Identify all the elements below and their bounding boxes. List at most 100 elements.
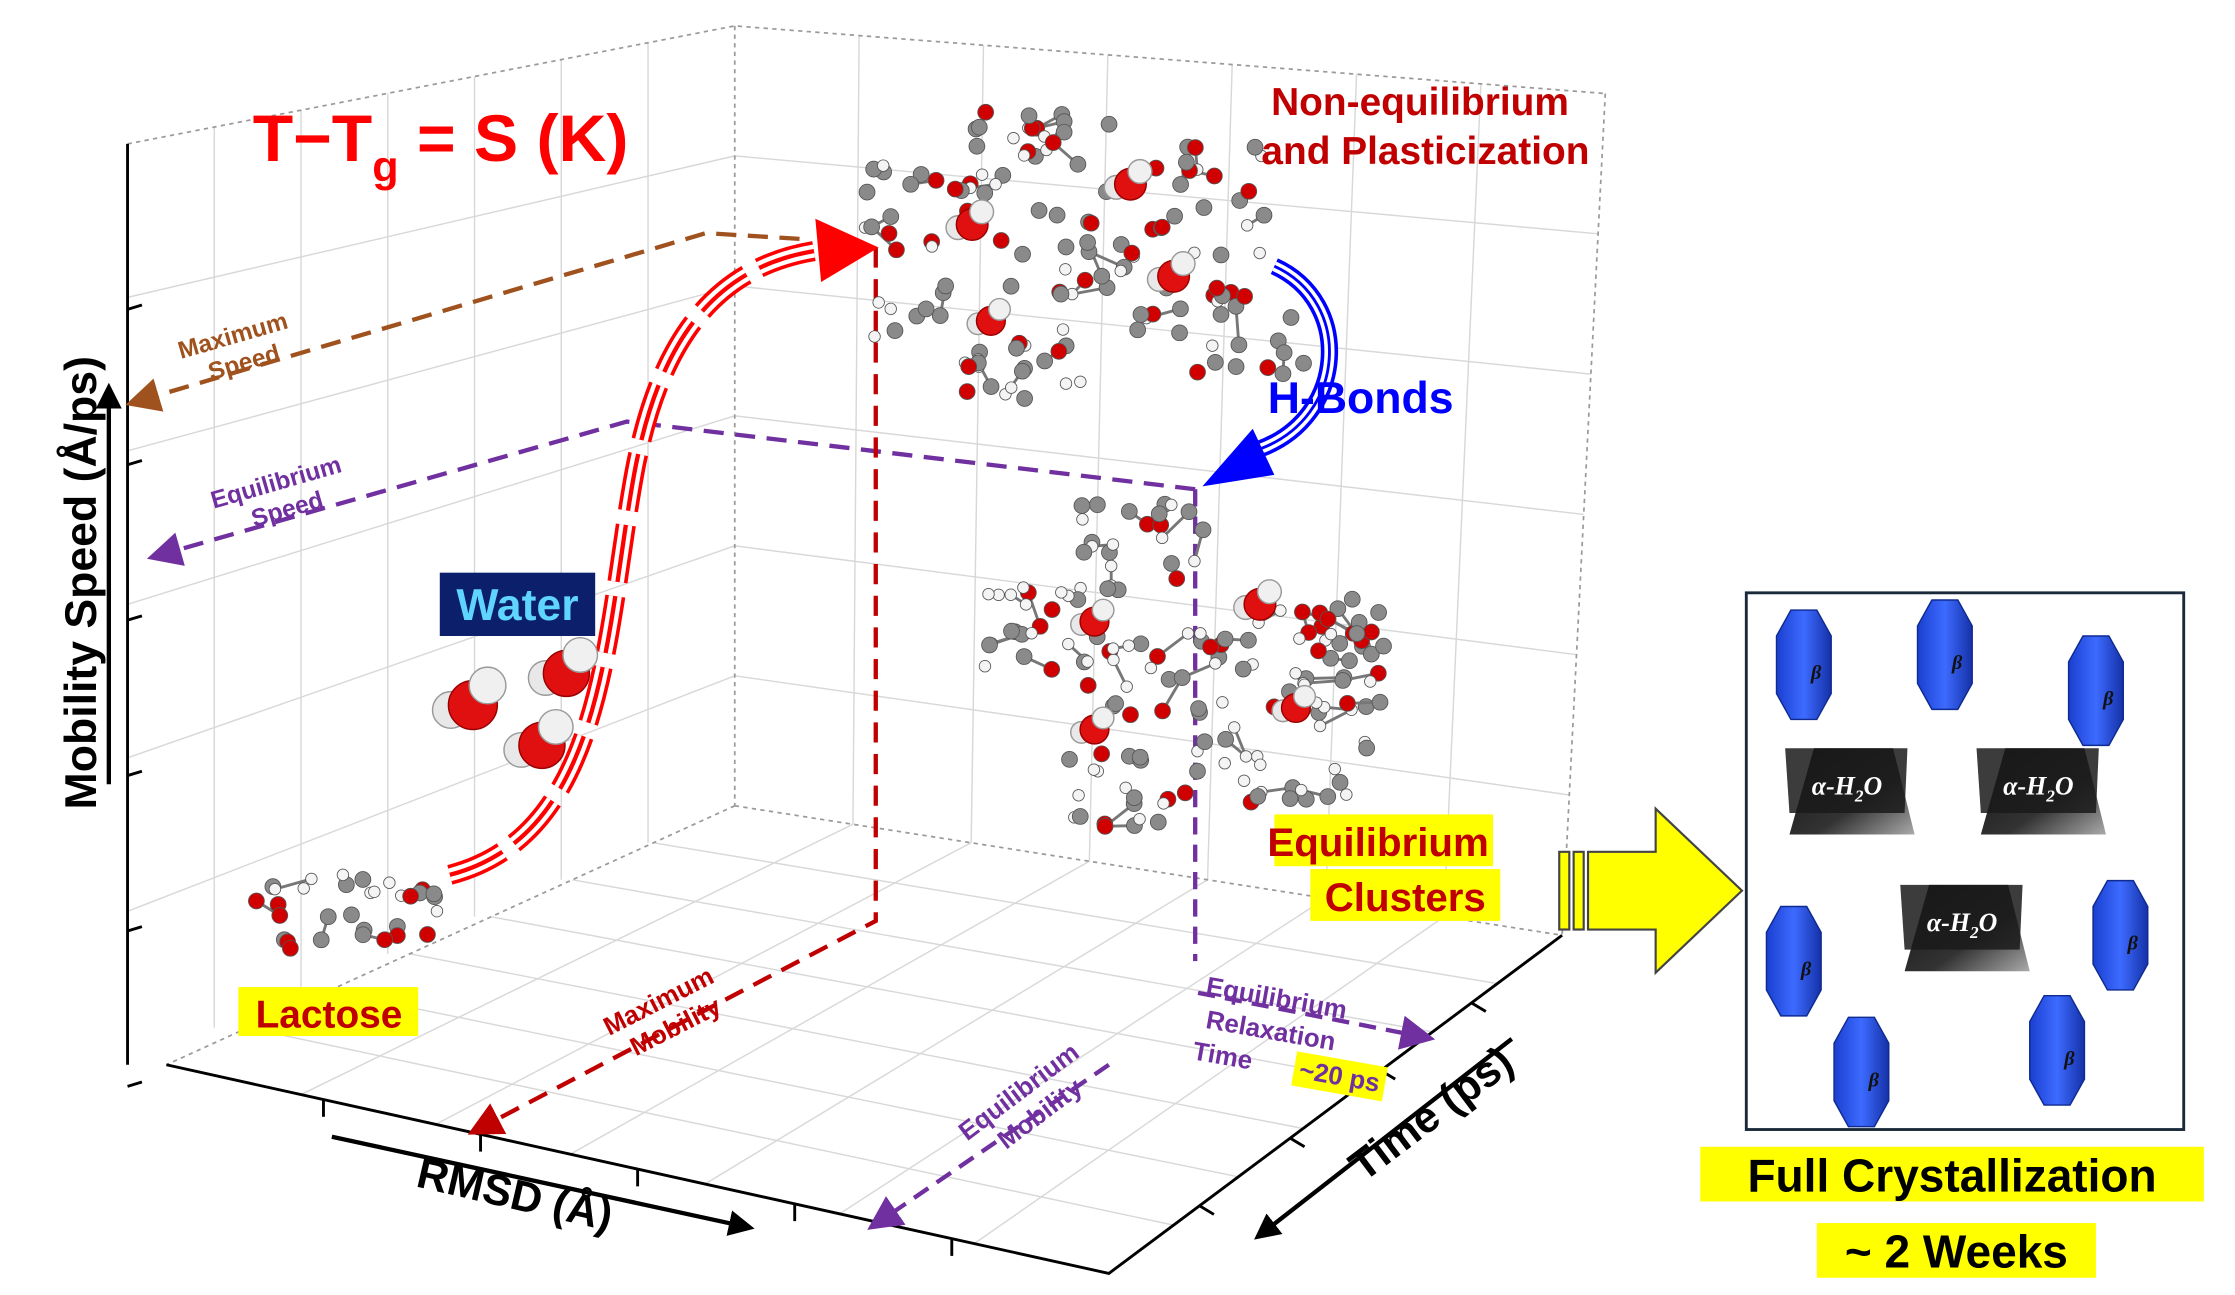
- title-main: T−T: [253, 102, 372, 176]
- atom: [1218, 757, 1231, 770]
- max-mobility-label: Maximum Mobility: [599, 959, 738, 1068]
- hydrogen: [969, 199, 995, 225]
- atom: [1274, 365, 1292, 383]
- atom: [1059, 377, 1073, 390]
- atom: [1212, 306, 1230, 323]
- atom: [1334, 672, 1352, 689]
- alpha-label: α-H2O: [2003, 771, 2073, 805]
- atom: [1154, 702, 1171, 720]
- red-curve: [447, 218, 879, 885]
- atom: [1343, 590, 1361, 608]
- atom: [886, 322, 904, 339]
- grid-line: [839, 897, 1327, 1215]
- atom: [1106, 642, 1120, 655]
- atom: [1168, 570, 1186, 587]
- atom: [1043, 661, 1061, 678]
- atom: [1281, 790, 1299, 807]
- atom: [1007, 131, 1020, 145]
- grid-line: [704, 879, 1208, 1185]
- hydrogen: [1170, 251, 1196, 277]
- atom: [1114, 264, 1127, 278]
- atom: [1363, 623, 1380, 641]
- atom: [1319, 788, 1337, 805]
- atom: [1002, 277, 1020, 295]
- alpha-sub: 2: [1854, 786, 1864, 805]
- atom: [336, 868, 350, 882]
- atom: [1181, 627, 1195, 640]
- atom: [880, 225, 898, 242]
- lactose-label: Lactose: [256, 993, 403, 1036]
- eq-speed-arrow: [146, 419, 1196, 566]
- hydrogen: [988, 297, 1012, 321]
- atom: [1122, 639, 1135, 652]
- alpha-block-face: [1900, 884, 2023, 950]
- tick: [127, 925, 143, 933]
- atom: [430, 904, 444, 918]
- svg-text:Equilibrium Relaxation: Equilibrium Relaxation Time ~20 ps: [1191, 972, 1394, 1098]
- atom: [872, 296, 885, 309]
- atom: [1008, 339, 1025, 357]
- atom: [937, 277, 954, 295]
- alpha-block-face: [1976, 748, 2099, 813]
- atom: [1255, 206, 1273, 224]
- grid-line: [409, 953, 1304, 1130]
- atom: [1107, 653, 1120, 667]
- beta-crystal: [2067, 635, 2125, 747]
- highlight: [1700, 1146, 2204, 1202]
- atom: [1133, 812, 1146, 826]
- atom: [925, 240, 939, 253]
- atom: [1240, 631, 1257, 649]
- atom: [884, 302, 897, 316]
- hydrogen: [1256, 579, 1283, 605]
- atom: [1253, 246, 1266, 260]
- beta-crystal: [1775, 609, 1832, 721]
- atom: [989, 178, 1002, 191]
- molecules: [248, 103, 1392, 957]
- atom: [992, 232, 1010, 249]
- atom: [1206, 339, 1219, 352]
- atom: [1275, 344, 1293, 361]
- atom: [1208, 279, 1226, 297]
- grid-line: [852, 35, 860, 825]
- box: [126, 25, 1607, 1275]
- highlight: [1816, 1223, 2096, 1278]
- atom: [419, 926, 436, 943]
- atom: [1319, 610, 1337, 628]
- atom: [1062, 637, 1075, 651]
- atom: [1196, 733, 1213, 751]
- water-box: [439, 572, 596, 636]
- atom: [1079, 677, 1097, 694]
- atom: [1106, 538, 1120, 551]
- atom: [1194, 627, 1207, 640]
- atom: [1173, 669, 1191, 686]
- grid-line: [328, 990, 1239, 1178]
- grid-line: [491, 916, 1368, 1081]
- atom: [1293, 632, 1306, 645]
- atom: [1341, 652, 1358, 670]
- non-eq-line: Non-equilibrium: [1271, 81, 1569, 124]
- alpha-main: α-H: [1927, 908, 1971, 937]
- yellow-arrow: [1558, 806, 1744, 976]
- atom: [1236, 288, 1253, 305]
- atom: [902, 175, 920, 193]
- non-eq-label: Non-equilibrium and Plasticization: [1261, 81, 1589, 173]
- atom: [1003, 622, 1020, 640]
- grid-line: [127, 675, 736, 912]
- grid-line: [127, 545, 735, 759]
- grid-line: [734, 545, 1577, 656]
- atom: [1072, 789, 1085, 802]
- grid-line: [1443, 83, 1482, 917]
- atom: [1189, 762, 1206, 780]
- atom: [1246, 138, 1264, 156]
- atom: [882, 208, 900, 225]
- atom: [1310, 642, 1327, 660]
- atom: [1122, 706, 1139, 724]
- atom: [1014, 245, 1031, 263]
- atom: [1172, 176, 1189, 193]
- grid-line: [300, 823, 854, 1096]
- atom: [1020, 107, 1038, 125]
- highlight: [1291, 1051, 1388, 1102]
- beta-label: β: [1951, 652, 1963, 674]
- atom: [927, 172, 945, 189]
